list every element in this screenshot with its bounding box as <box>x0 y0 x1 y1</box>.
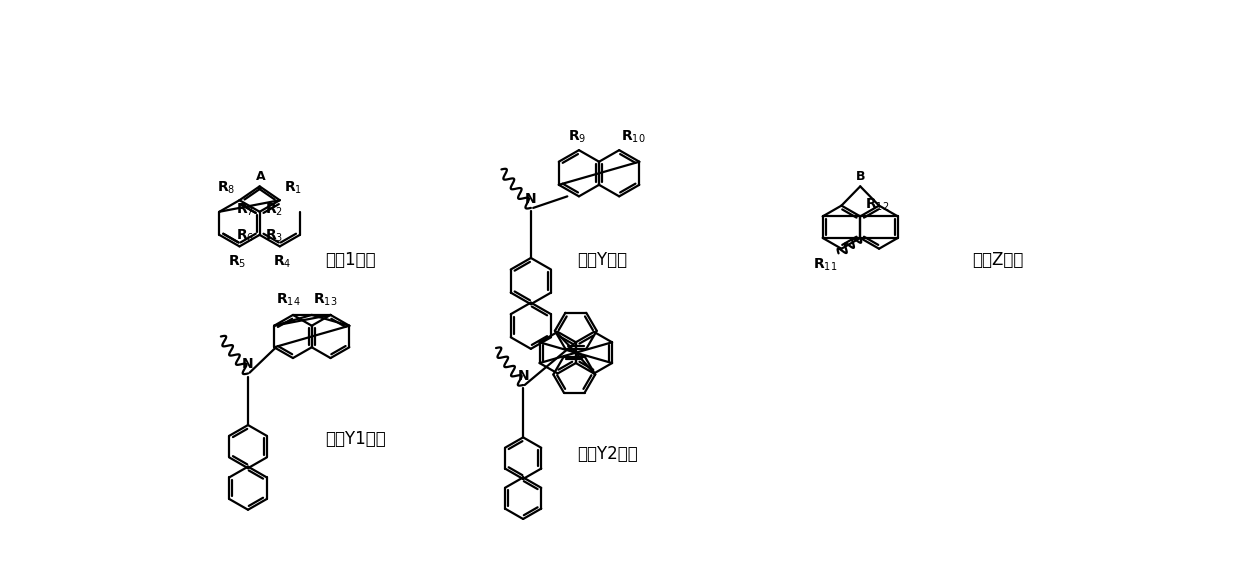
Text: R$_8$: R$_8$ <box>217 179 236 196</box>
Text: 式（Z），: 式（Z）， <box>972 251 1024 269</box>
Text: B: B <box>857 169 866 183</box>
Text: R$_4$: R$_4$ <box>273 253 291 270</box>
Text: R$_6$: R$_6$ <box>236 227 254 244</box>
Text: N: N <box>525 192 537 206</box>
Text: R$_7$: R$_7$ <box>236 202 254 218</box>
Text: R$_{12}$: R$_{12}$ <box>866 197 889 213</box>
Text: 式（1），: 式（1）， <box>325 251 376 269</box>
Text: A: A <box>257 169 267 183</box>
Text: R$_{11}$: R$_{11}$ <box>812 256 837 273</box>
Text: R$_{13}$: R$_{13}$ <box>314 291 337 308</box>
Text: R$_2$: R$_2$ <box>265 202 283 218</box>
Text: R$_{10}$: R$_{10}$ <box>621 128 645 145</box>
Text: R$_5$: R$_5$ <box>228 253 247 270</box>
Text: N: N <box>242 357 254 371</box>
Text: R$_9$: R$_9$ <box>568 128 587 145</box>
Text: N: N <box>517 369 529 383</box>
Text: 式（Y1），: 式（Y1）， <box>325 430 386 448</box>
Text: R$_3$: R$_3$ <box>265 227 283 244</box>
Text: R$_1$: R$_1$ <box>284 179 301 196</box>
Text: R$_{14}$: R$_{14}$ <box>277 291 301 308</box>
Text: 式（Y2），: 式（Y2）， <box>578 446 639 463</box>
Text: 式（Y），: 式（Y）， <box>578 251 627 269</box>
